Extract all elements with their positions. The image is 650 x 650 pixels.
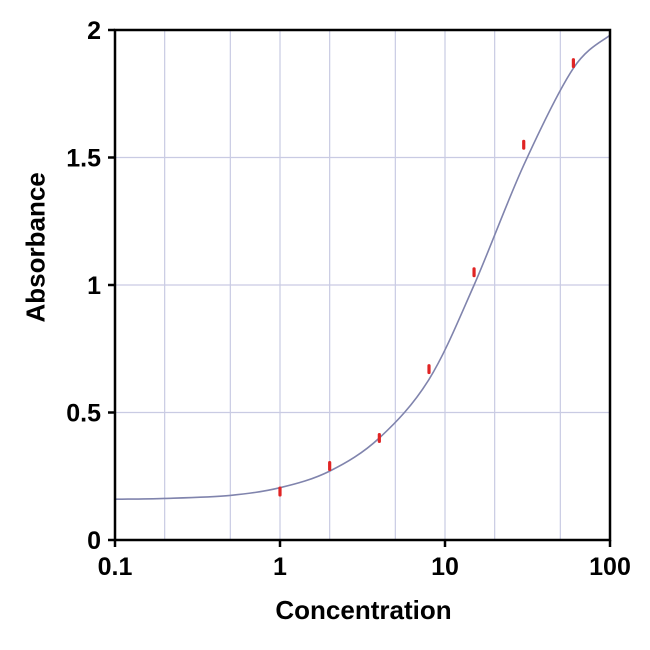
data-point xyxy=(472,267,476,278)
axis-ticks xyxy=(108,28,612,547)
data-point xyxy=(278,486,282,497)
series-standards xyxy=(278,58,575,497)
x-tick-label: 1 xyxy=(273,553,287,581)
y-axis-title: Absorbance xyxy=(20,172,51,323)
data-point xyxy=(328,461,332,472)
data-point xyxy=(377,433,381,443)
y-tick-label: 0 xyxy=(87,527,101,555)
x-tick-label: 10 xyxy=(431,553,459,581)
x-tick-label: 0.1 xyxy=(98,553,133,581)
tick-labels: 0.1 1 10 100 0 0.5 1 1.5 2 xyxy=(66,17,631,581)
y-tick-label: 1 xyxy=(87,272,101,300)
x-tick-label: 100 xyxy=(589,553,631,581)
y-tick-label: 0.5 xyxy=(66,400,101,428)
series-fit-curve xyxy=(114,34,611,500)
data-point xyxy=(522,139,526,150)
data-point xyxy=(427,364,431,375)
y-tick-label: 1.5 xyxy=(66,145,101,173)
data-point xyxy=(571,58,575,69)
x-axis-title: Concentration xyxy=(275,595,452,625)
y-tick-label: 2 xyxy=(87,17,101,45)
